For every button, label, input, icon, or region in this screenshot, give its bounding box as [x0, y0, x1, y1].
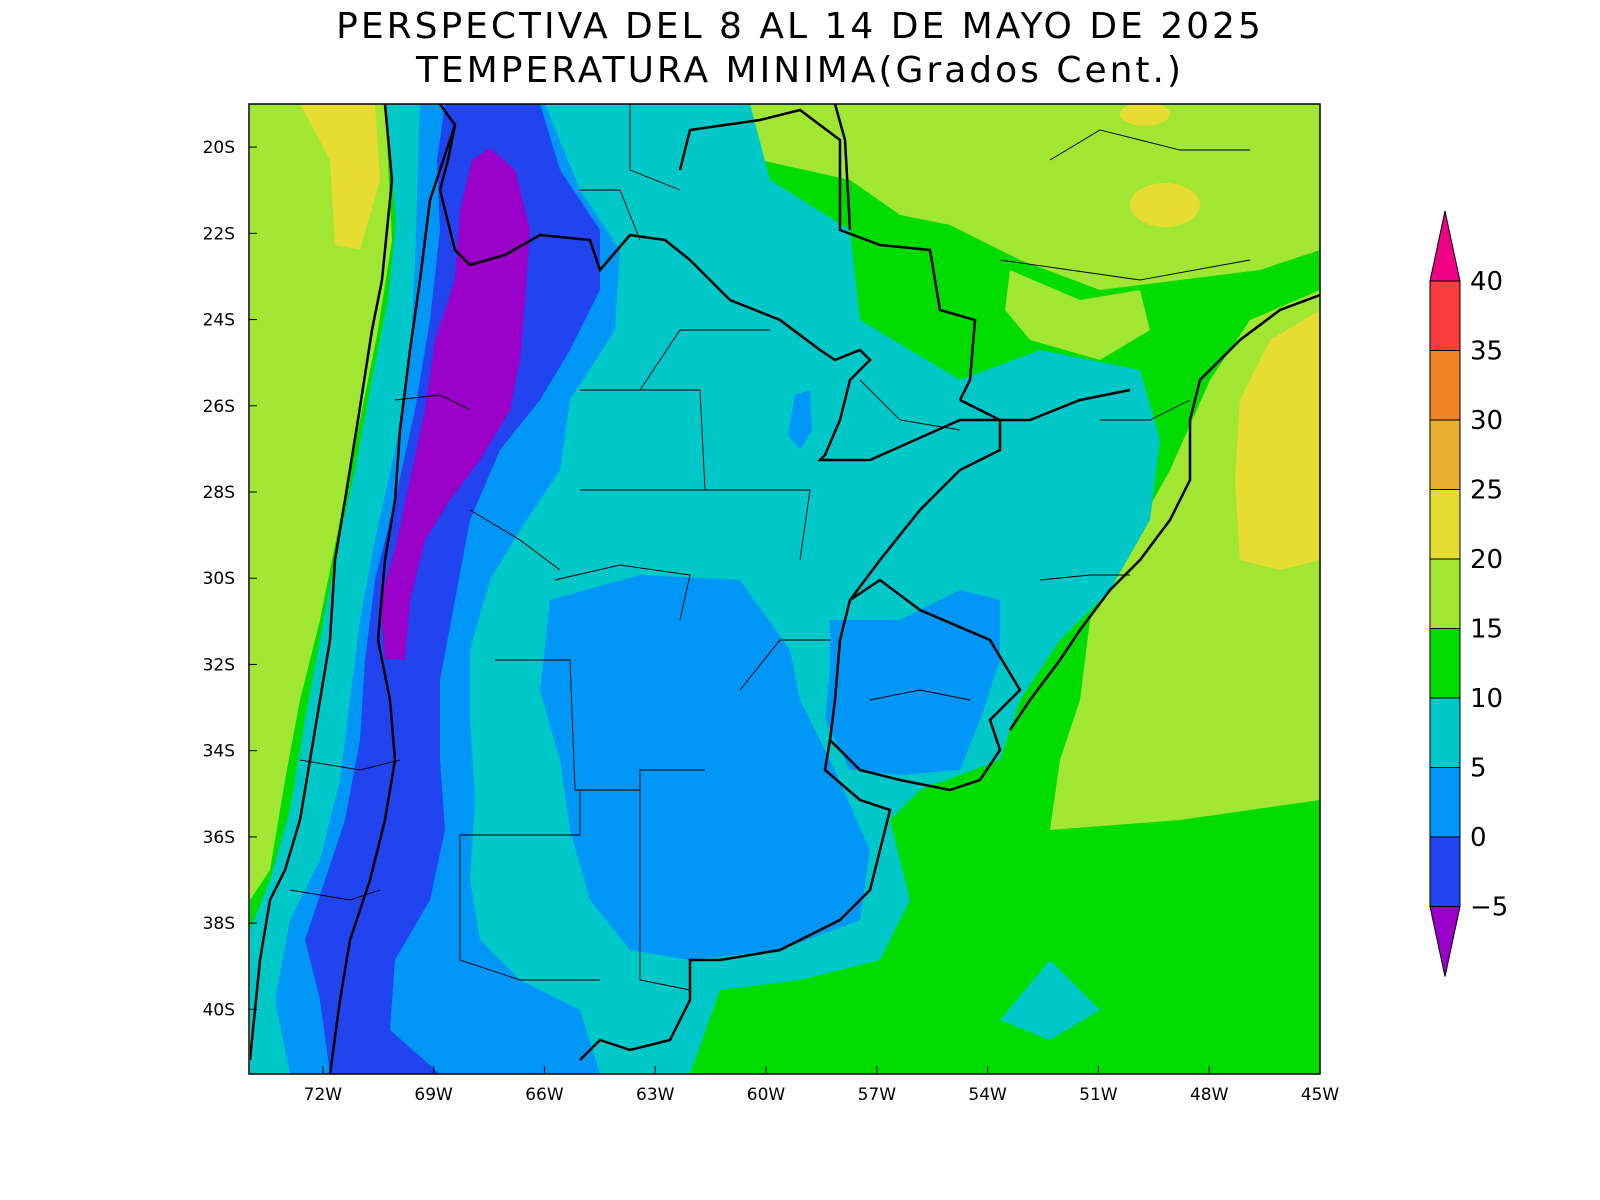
latitude-axis: 20S 22S 24S 26S 28S 30S 32S 34S 36S 38S 40S: [203, 138, 257, 1020]
province-line: [495, 659, 705, 791]
legend-label: 15: [1470, 615, 1503, 645]
zone-minus5-0: [305, 104, 600, 1074]
province-borders: [289, 104, 1251, 991]
zone-20-25-ocean: [1235, 310, 1320, 570]
bolivia-paraguay-border: [678, 108, 977, 401]
temperature-field: [250, 104, 1320, 1074]
legend-arrow-top: [1429, 210, 1461, 282]
lon-tick-label: 69W: [414, 1085, 453, 1105]
province-line: [554, 564, 691, 621]
province-line: [859, 379, 961, 431]
province-line: [1049, 129, 1250, 161]
province-line: [869, 689, 971, 701]
province-line: [639, 329, 770, 391]
andes-border: [328, 124, 457, 1074]
province-line: [705, 489, 811, 561]
zone-15-20-west: [250, 104, 392, 900]
lon-tick-label: 54W: [968, 1085, 1007, 1105]
zone-0-5-small: [788, 390, 812, 450]
lat-tick-label: 34S: [203, 742, 235, 762]
lon-tick-label: 72W: [304, 1085, 343, 1105]
legend-swatch: [1429, 697, 1461, 768]
lat-tick-label: 26S: [203, 397, 235, 417]
province-line: [460, 790, 581, 836]
legend-swatch: [1429, 767, 1461, 838]
zone-20-25-ne-top: [1120, 104, 1170, 126]
legend-label: 40: [1470, 267, 1503, 297]
lat-tick-label: 22S: [203, 224, 235, 244]
province-line: [580, 189, 641, 241]
lat-tick-label: 30S: [203, 569, 235, 589]
zone-below-minus5: [380, 148, 530, 660]
province-line: [289, 889, 381, 901]
lon-tick-label: 60W: [747, 1085, 786, 1105]
legend-swatch: [1429, 419, 1461, 490]
zone-5-10-south-ocean: [1000, 960, 1100, 1040]
province-line: [299, 759, 401, 771]
province-line: [999, 259, 1251, 281]
province-line: [1100, 399, 1191, 421]
legend-label: 10: [1470, 684, 1503, 714]
map-title: PERSPECTIVA DEL 8 AL 14 DE MAYO DE 2025: [336, 6, 1264, 47]
lat-tick-label: 32S: [203, 655, 235, 675]
lat-tick-label: 40S: [203, 1000, 235, 1020]
brazil-coast: [1008, 293, 1320, 731]
lon-tick-label: 51W: [1079, 1085, 1118, 1105]
province-line: [639, 790, 691, 991]
legend-label: 5: [1470, 754, 1487, 784]
uruguay-border: [829, 578, 1022, 792]
lat-tick-label: 20S: [203, 138, 235, 158]
lon-tick-label: 63W: [636, 1085, 675, 1105]
legend-swatch: [1429, 280, 1461, 351]
province-line: [459, 835, 600, 981]
zone-20-25-nw: [300, 104, 380, 250]
zone-0-5-uruguay: [825, 590, 1000, 775]
legend-swatch: [1429, 628, 1461, 699]
brazil-border-north: [833, 104, 852, 231]
lon-tick-label: 66W: [525, 1085, 564, 1105]
lat-tick-label: 24S: [203, 311, 235, 331]
legend-label: 0: [1470, 823, 1487, 853]
lon-tick-label: 57W: [858, 1085, 897, 1105]
lon-tick-label: 48W: [1190, 1085, 1229, 1105]
plot-frame: [248, 103, 1321, 1075]
chile-coast: [250, 104, 394, 1061]
legend-label: 25: [1470, 476, 1503, 506]
longitude-axis: 72W 69W 66W 63W 60W 57W 54W 51W 48W 45W: [304, 1066, 1340, 1105]
province-line: [394, 394, 471, 411]
brazil-south-border: [959, 388, 1131, 422]
legend-swatch: [1429, 558, 1461, 629]
legend-label: 20: [1470, 545, 1503, 575]
province-line: [739, 639, 830, 691]
zone-15-20-ne: [750, 104, 1320, 290]
lat-tick-label: 36S: [203, 828, 235, 848]
legend-label: 35: [1470, 337, 1503, 367]
lat-tick-label: 28S: [203, 483, 235, 503]
argentina-border: [438, 104, 1002, 1061]
lon-tick-label: 45W: [1301, 1085, 1340, 1105]
legend-label: −5: [1470, 893, 1508, 923]
color-legend: −5 0 5 10 15 20 25 30 35 40: [1429, 210, 1508, 977]
province-line: [469, 509, 561, 571]
zone-20-25-ne-small: [1130, 183, 1200, 227]
zone-15-20-ne-inner: [1005, 270, 1150, 360]
legend-arrow-bottom: [1429, 906, 1461, 977]
legend-swatch: [1429, 489, 1461, 560]
zone-0-5-central: [540, 575, 870, 960]
legend-swatch: [1429, 836, 1461, 907]
legend-swatch: [1429, 350, 1461, 421]
legend-label: 30: [1470, 406, 1503, 436]
map-subtitle: TEMPERATURA MINIMA(Grados Cent.): [415, 50, 1185, 91]
country-borders: [250, 104, 1320, 1074]
province-line: [629, 104, 681, 191]
province-line: [1039, 574, 1130, 581]
lat-tick-label: 38S: [203, 914, 235, 934]
